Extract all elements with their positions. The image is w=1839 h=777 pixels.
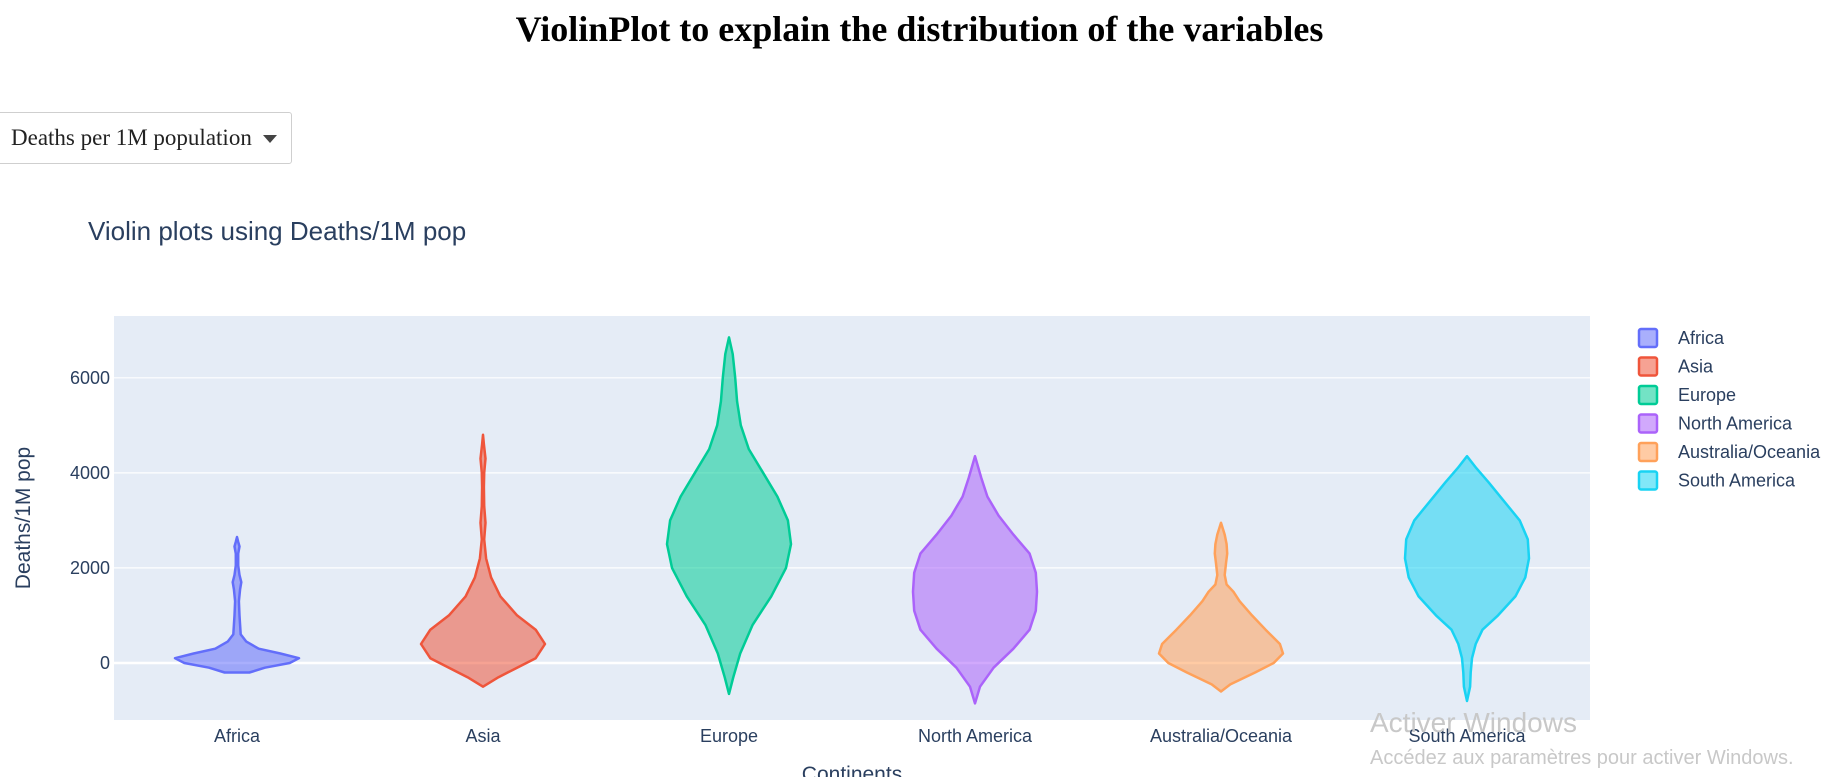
legend-swatch[interactable] bbox=[1637, 384, 1659, 406]
violin-australia-oceania[interactable] bbox=[1157, 521, 1285, 693]
y-tick-label: 4000 bbox=[70, 463, 110, 483]
chart-title: Violin plots using Deaths/1M pop bbox=[88, 216, 466, 246]
x-tick-label: Africa bbox=[214, 726, 261, 746]
legend-item-label[interactable]: North America bbox=[1678, 414, 1793, 434]
violin-south-america[interactable] bbox=[1403, 454, 1531, 703]
violin-europe[interactable] bbox=[665, 336, 793, 696]
legend-swatch[interactable] bbox=[1637, 470, 1659, 491]
x-tick-label: Europe bbox=[700, 726, 758, 746]
violin-asia[interactable] bbox=[419, 433, 547, 688]
page-heading: ViolinPlot to explain the distribution o… bbox=[515, 9, 1324, 49]
y-tick-label: 2000 bbox=[70, 558, 110, 578]
chevron-down-icon[interactable] bbox=[263, 135, 277, 143]
x-tick-label: South America bbox=[1408, 726, 1526, 746]
legend-item-label[interactable]: Africa bbox=[1678, 328, 1725, 348]
plot-area bbox=[114, 316, 1590, 720]
legend-swatch[interactable] bbox=[1637, 413, 1659, 434]
activation-watermark-sub: Accédez aux paramètres pour activer Wind… bbox=[1370, 747, 1794, 769]
legend-swatch[interactable] bbox=[1637, 327, 1659, 349]
violin-north-america[interactable] bbox=[911, 454, 1039, 705]
y-tick-label: 0 bbox=[100, 653, 110, 673]
x-tick-label: Asia bbox=[465, 726, 501, 746]
x-axis-title: Continents bbox=[802, 763, 902, 777]
y-tick-label: 6000 bbox=[70, 368, 110, 388]
legend-item-label[interactable]: Australia/Oceania bbox=[1678, 442, 1821, 462]
x-tick-label: Australia/Oceania bbox=[1150, 726, 1293, 746]
metric-dropdown[interactable]: Deaths per 1M population bbox=[0, 112, 292, 164]
legend-swatch[interactable] bbox=[1637, 356, 1659, 377]
x-tick-label: North America bbox=[918, 726, 1033, 746]
legend-swatch[interactable] bbox=[1637, 441, 1659, 463]
legend-item-label[interactable]: Asia bbox=[1678, 357, 1714, 377]
violin-africa[interactable] bbox=[173, 535, 301, 674]
activation-watermark: Activer Windows bbox=[1370, 707, 1577, 738]
legend-item-label[interactable]: South America bbox=[1678, 471, 1796, 491]
metric-dropdown-value: Deaths per 1M population bbox=[11, 125, 252, 150]
legend-item-label[interactable]: Europe bbox=[1678, 385, 1736, 405]
y-axis-title: Deaths/1M pop bbox=[12, 447, 35, 589]
